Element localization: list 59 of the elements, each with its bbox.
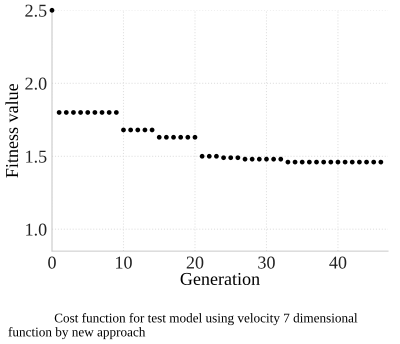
point bbox=[300, 160, 305, 164]
point bbox=[264, 156, 269, 162]
point bbox=[192, 134, 198, 140]
point bbox=[50, 8, 54, 13]
point bbox=[371, 160, 376, 164]
point bbox=[71, 110, 76, 115]
text: Cost function for test model using velocity 7 dimensional function by new approach bbox=[8, 313, 358, 340]
x-tick-label: 0 bbox=[48, 256, 56, 269]
point bbox=[278, 156, 284, 162]
point bbox=[121, 128, 126, 132]
point bbox=[328, 160, 334, 164]
point bbox=[306, 160, 312, 164]
point bbox=[271, 156, 276, 162]
point bbox=[350, 160, 355, 164]
point bbox=[221, 155, 226, 160]
point bbox=[135, 128, 140, 132]
point bbox=[314, 160, 319, 164]
point bbox=[321, 160, 326, 164]
y-tick-label: 1.0 bbox=[26, 223, 46, 236]
point bbox=[364, 160, 369, 164]
point bbox=[336, 160, 340, 164]
point bbox=[142, 128, 148, 132]
point bbox=[235, 155, 240, 160]
point bbox=[114, 110, 119, 115]
point bbox=[256, 156, 262, 162]
point bbox=[286, 160, 290, 164]
point bbox=[64, 110, 69, 115]
y-tick-label: 1.5 bbox=[26, 150, 46, 163]
point bbox=[200, 154, 205, 159]
point bbox=[150, 128, 154, 132]
point bbox=[56, 110, 62, 115]
point bbox=[206, 154, 212, 159]
point bbox=[85, 110, 90, 115]
point bbox=[92, 110, 98, 115]
point bbox=[100, 110, 104, 115]
point bbox=[185, 134, 190, 140]
point bbox=[242, 156, 248, 162]
point bbox=[171, 134, 176, 140]
point bbox=[357, 160, 362, 164]
x-tick-label: 30 bbox=[258, 256, 275, 269]
point bbox=[178, 134, 184, 140]
x-tick-label: 40 bbox=[329, 256, 346, 269]
y-tick-label: 2.0 bbox=[25, 78, 46, 90]
point bbox=[292, 160, 298, 164]
point bbox=[214, 154, 219, 159]
point bbox=[128, 128, 134, 132]
x-tick-label: 20 bbox=[186, 256, 204, 269]
point bbox=[378, 160, 384, 164]
point bbox=[250, 156, 255, 162]
point bbox=[164, 134, 169, 140]
y-tick-label: 2.5 bbox=[25, 4, 46, 17]
point bbox=[106, 110, 112, 115]
y-axis-title: Fitness value bbox=[5, 84, 18, 178]
x-axis-title: Generation bbox=[180, 272, 260, 286]
point bbox=[78, 110, 83, 115]
point bbox=[228, 155, 234, 160]
x-tick-label: 10 bbox=[116, 256, 132, 269]
point bbox=[342, 160, 348, 164]
point bbox=[156, 134, 162, 140]
